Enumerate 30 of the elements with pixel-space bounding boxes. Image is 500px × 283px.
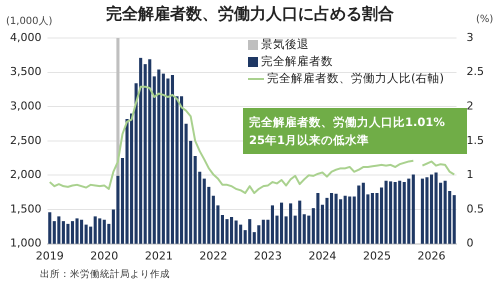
x-tick-label: 2026 (418, 249, 446, 262)
x-tick-label: 2025 (362, 249, 391, 262)
x-tick-label: 2022 (199, 249, 228, 262)
y-tick-label: 2,000 (10, 168, 42, 182)
x-tick-label: 2020 (90, 249, 118, 262)
y2-tick-label: 1.5 (466, 134, 484, 147)
y-tick-label: 2,500 (10, 134, 42, 147)
y2-tick-label: 2 (466, 99, 474, 112)
y-tick-label: 4,000 (10, 30, 42, 44)
y2-axis-title: (%) (476, 14, 494, 25)
y-tick-label: 3,500 (10, 65, 42, 78)
chart-title: 完全解雇者数、労働力人口に占める割合 (106, 4, 394, 23)
y2-tick-label: 1 (466, 168, 474, 182)
y-axis-title: (1,000人) (6, 15, 52, 28)
y2-tick-label: 0 (466, 236, 474, 250)
y2-tick-label: 2.5 (466, 65, 484, 78)
x-tick-label: 2023 (254, 249, 282, 262)
text: 出所：米労働統計局より作成 (40, 268, 170, 281)
legend-label: 完全解雇者数、労働力人比(右軸) (267, 70, 444, 87)
y2-tick-label: 0.5 (466, 202, 484, 216)
legend-label: 完全解雇者数 (261, 53, 333, 70)
legend-label: 景気後退 (261, 36, 309, 53)
y2-tick-label: 3 (466, 30, 474, 44)
y-tick-label: 3,000 (10, 99, 42, 112)
y-tick-label: 1,500 (10, 202, 42, 216)
annotation: 完全解雇者数、労働力人口比1.01% 25年1月以来の低水準 (243, 108, 467, 154)
x-tick-label: 2021 (144, 249, 173, 262)
x-tick-label: 2024 (308, 249, 336, 262)
y-tick-label: 1,000 (10, 236, 42, 250)
x-tick-label: 2019 (36, 249, 64, 262)
